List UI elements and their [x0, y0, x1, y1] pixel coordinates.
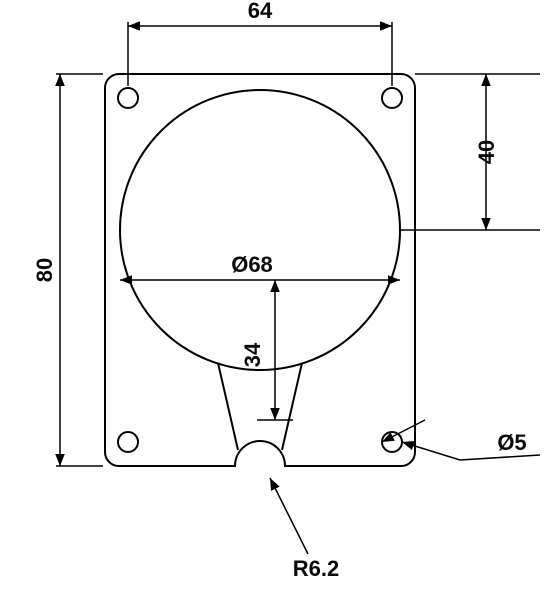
svg-text:80: 80: [32, 258, 57, 282]
dimension-labels: 64 80 40 Ø68 34 Ø5 R6.2: [32, 0, 527, 581]
svg-text:R6.2: R6.2: [293, 556, 339, 581]
technical-drawing: 64 80 40 Ø68 34 Ø5 R6.2: [0, 0, 547, 600]
svg-text:34: 34: [240, 342, 265, 367]
main-bore-circle: [120, 90, 400, 370]
dimension-annotations: [56, 22, 540, 554]
tangent-lines: [218, 363, 302, 450]
svg-text:Ø5: Ø5: [497, 430, 526, 455]
svg-text:64: 64: [248, 0, 273, 23]
svg-text:40: 40: [474, 140, 499, 164]
svg-text:Ø68: Ø68: [231, 252, 273, 277]
